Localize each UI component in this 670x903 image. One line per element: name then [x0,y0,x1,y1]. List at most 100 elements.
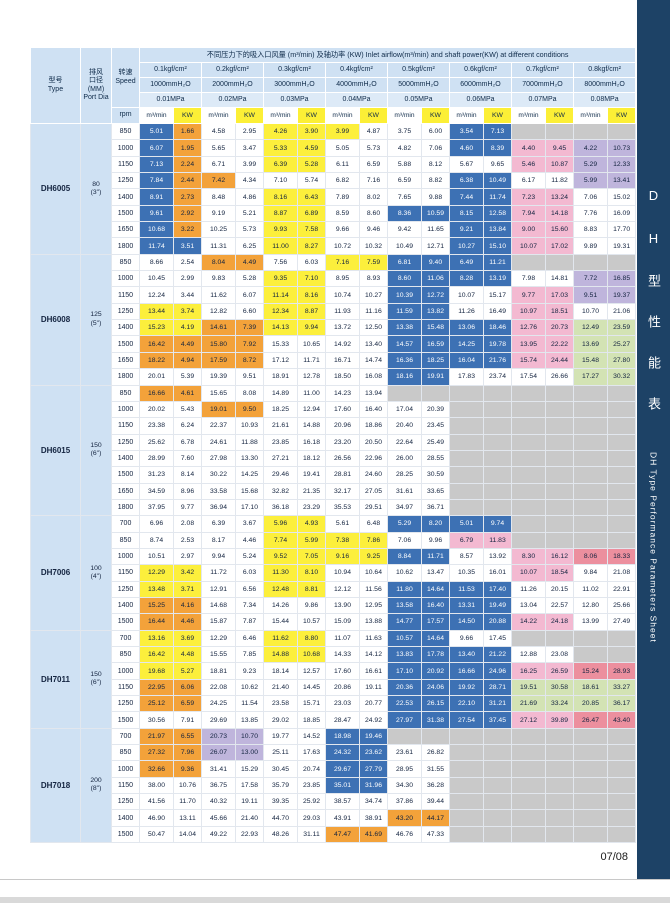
value-cell: 14.88 [297,417,326,435]
empty-cell [511,809,546,827]
value-cell: 11.54 [235,695,264,713]
value-cell: 10.59 [421,204,450,223]
model-name: DH7011 [30,629,81,729]
value-cell: 22.22 [545,335,574,353]
value-cell: 6.59 [359,155,388,174]
table-row: 1150 7.13 2.24 6.71 3.99 6.39 5.28 6.11 6.59 5.88… [31,155,637,174]
value-cell: 7.92 [235,335,264,353]
value-cell: 11.02 [573,580,608,598]
value-cell: 23.62 [359,744,388,762]
empty-cell [545,122,574,141]
value-cell: 8.59 [325,204,360,223]
value-cell: 19.11 [235,793,264,811]
value-cell: 11.62 [201,286,236,304]
model-name: DH7006 [30,515,81,631]
value-cell: 25.62 [139,433,174,451]
value-cell: 25.92 [297,793,326,811]
value-cell: 17.58 [235,776,264,795]
value-cell: 12.33 [606,155,637,174]
value-cell: 8.80 [297,629,326,648]
value-cell: 5.88 [387,155,422,174]
value-cell: 8.27 [297,237,326,255]
value-cell: 13.90 [325,596,360,615]
value-cell: 32.17 [325,482,360,500]
value-cell: 7.13 [139,155,174,174]
empty-cell [545,793,574,811]
port-dia: 150 (6") [80,629,112,729]
value-cell: 5.96 [263,515,298,533]
value-cell: 26.82 [421,744,450,762]
value-cell: 21.61 [263,417,298,435]
empty-cell [483,744,512,762]
value-cell: 13.88 [359,613,388,631]
value-cell: 43.91 [325,809,360,827]
value-cell: 23.08 [545,645,574,664]
value-cell: 16.44 [139,613,174,631]
model-name: DH6008 [30,253,81,386]
empty-cell [449,744,484,762]
rpm-value: 1400 [111,188,140,206]
empty-cell [449,417,484,435]
value-cell: 20.40 [387,417,422,435]
unit-flow-header: m³/min [449,107,484,124]
rpm-value: 850 [111,384,140,402]
value-cell: 3.99 [325,122,360,141]
value-cell: 11.00 [263,237,298,255]
empty-cell [606,384,637,402]
empty-cell [449,466,484,484]
value-cell: 19.41 [297,466,326,484]
empty-cell [387,727,422,746]
value-cell: 2.95 [235,122,264,141]
value-cell: 18.46 [483,319,512,337]
port-dia: 200 (8") [80,727,112,844]
value-cell: 11.63 [359,629,388,648]
empty-cell [511,515,546,533]
value-cell: 11.14 [263,286,298,304]
value-cell: 7.16 [325,253,360,272]
value-cell: 8.20 [421,515,450,533]
value-cell: 10.70 [573,302,608,321]
value-cell: 24.44 [545,351,574,370]
rpm-value: 1800 [111,498,140,517]
side-tab-title-cn: DH型性能表 [646,188,661,438]
value-cell: 24.18 [545,613,574,631]
rpm-value: 1500 [111,204,140,223]
value-cell: 18.22 [139,351,174,370]
value-cell: 26.00 [387,449,422,468]
value-cell: 37.45 [483,711,512,729]
page-bottom-divider [0,879,670,880]
value-cell: 6.49 [449,253,484,272]
value-cell: 31.21 [483,695,512,713]
value-cell: 6.07 [235,286,264,304]
value-cell: 16.85 [606,270,637,288]
rpm-value: 1400 [111,596,140,615]
value-cell: 23.29 [297,498,326,517]
value-cell: 22.64 [387,433,422,451]
value-cell: 8.16 [297,286,326,304]
table-row: 1650 10.68 3.22 10.25 5.73 9.93 7.58 9.66 9.46 9.… [31,221,637,239]
empty-cell [483,760,512,778]
pressure-mpa-header: 0.01MPa [139,92,202,108]
value-cell: 25.49 [421,433,450,451]
value-cell: 26.59 [545,662,574,680]
table-row: 1250 25.62 6.78 24.61 11.88 23.85 16.18 23.20 20… [31,433,637,451]
value-cell: 25.27 [606,335,637,353]
value-cell: 8.91 [139,188,174,206]
value-cell: 8.82 [421,172,450,190]
value-cell: 8.15 [449,204,484,223]
empty-cell [421,384,450,402]
pressure-mmh2o-header: 8000mmH₂O [572,77,637,93]
value-cell: 12.50 [359,319,388,337]
value-cell: 13.72 [325,319,360,337]
value-cell: 24.96 [483,662,512,680]
value-cell: 8.66 [139,253,174,272]
col-header-speed: 转速 Speed [111,47,140,108]
rpm-value: 1500 [111,825,140,844]
value-cell: 17.03 [545,286,574,304]
value-cell: 22.93 [235,825,264,844]
pressure-mmh2o-header: 1000mmH₂O [139,77,202,93]
value-cell: 14.13 [263,319,298,337]
value-cell: 17.40 [483,580,512,598]
empty-cell [545,515,574,533]
value-cell: 12.95 [359,596,388,615]
